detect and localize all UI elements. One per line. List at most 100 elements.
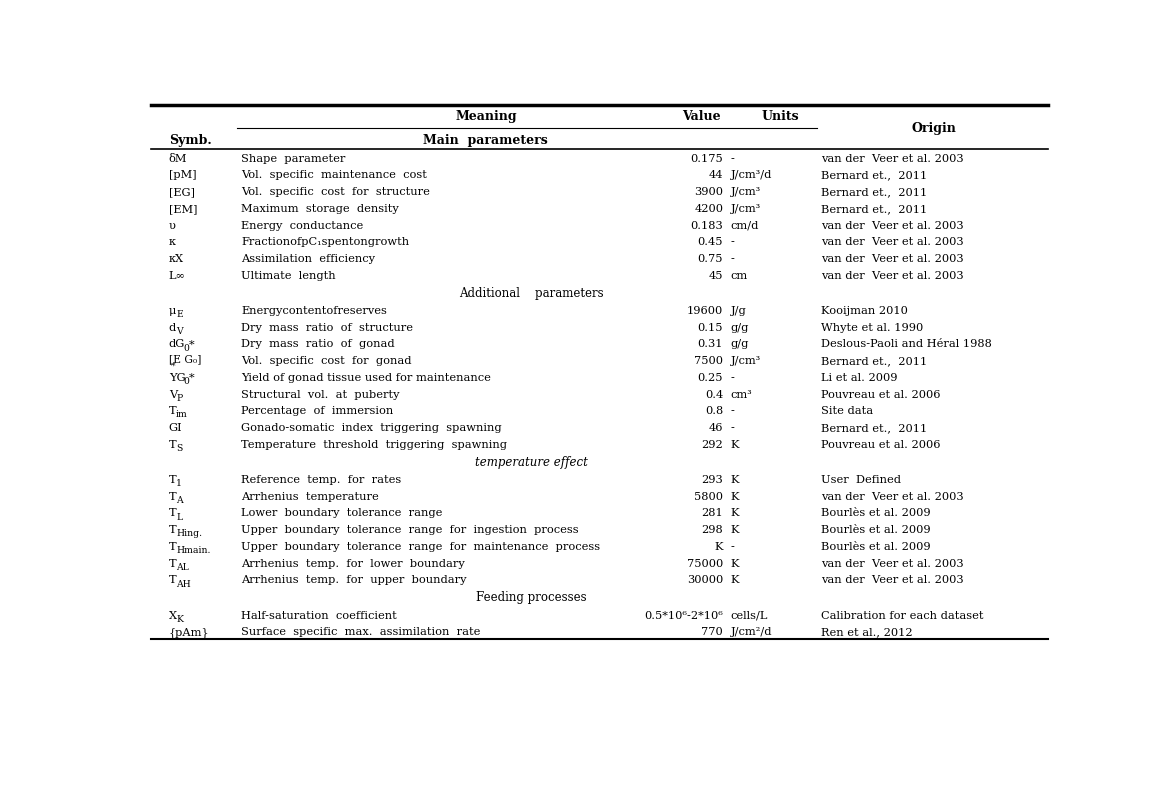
Text: van der  Veer et al. 2003: van der Veer et al. 2003 bbox=[821, 491, 963, 501]
Text: Hing.: Hing. bbox=[177, 528, 202, 538]
Text: Half-saturation  coefficient: Half-saturation coefficient bbox=[241, 609, 397, 620]
Text: 0.183: 0.183 bbox=[691, 220, 724, 230]
Text: Arrhenius  temp.  for  upper  boundary: Arrhenius temp. for upper boundary bbox=[241, 575, 466, 585]
Text: 298: 298 bbox=[701, 524, 724, 535]
Text: J/cm²/d: J/cm²/d bbox=[731, 626, 772, 637]
Text: 0.45: 0.45 bbox=[698, 237, 724, 247]
Text: Vol.  specific  cost  for  gonad: Vol. specific cost for gonad bbox=[241, 356, 411, 365]
Text: FractionofpC₁spentongrowth: FractionofpC₁spentongrowth bbox=[241, 237, 409, 247]
Text: Bourlès et al. 2009: Bourlès et al. 2009 bbox=[821, 541, 931, 551]
Text: YG: YG bbox=[168, 373, 186, 382]
Text: AH: AH bbox=[177, 579, 191, 588]
Text: 770: 770 bbox=[701, 626, 724, 637]
Text: 0.25: 0.25 bbox=[698, 373, 724, 382]
Text: [EG]: [EG] bbox=[168, 187, 195, 197]
Text: κX: κX bbox=[168, 254, 184, 263]
Text: J/cm³: J/cm³ bbox=[731, 187, 761, 197]
Text: Pouvreau et al. 2006: Pouvreau et al. 2006 bbox=[821, 389, 941, 399]
Text: V: V bbox=[177, 327, 182, 336]
Text: Ren et al., 2012: Ren et al., 2012 bbox=[821, 626, 913, 637]
Text: μ: μ bbox=[168, 306, 177, 316]
Text: T: T bbox=[168, 558, 177, 568]
Text: 292: 292 bbox=[701, 439, 724, 449]
Text: 19600: 19600 bbox=[687, 306, 724, 316]
Text: Structural  vol.  at  puberty: Structural vol. at puberty bbox=[241, 389, 400, 399]
Text: T: T bbox=[168, 406, 177, 416]
Text: Vol.  specific  maintenance  cost: Vol. specific maintenance cost bbox=[241, 170, 427, 180]
Text: -: - bbox=[731, 237, 734, 247]
Text: g/g: g/g bbox=[731, 339, 749, 349]
Text: Kooijman 2010: Kooijman 2010 bbox=[821, 306, 908, 316]
Text: T: T bbox=[168, 541, 177, 551]
Text: van der  Veer et al. 2003: van der Veer et al. 2003 bbox=[821, 558, 963, 568]
Text: -: - bbox=[731, 406, 734, 416]
Text: 30000: 30000 bbox=[687, 575, 724, 585]
Text: Shape  parameter: Shape parameter bbox=[241, 153, 346, 164]
Text: User  Defined: User Defined bbox=[821, 475, 901, 484]
Text: Hmain.: Hmain. bbox=[177, 545, 210, 554]
Text: A: A bbox=[177, 495, 182, 504]
Text: 0.31: 0.31 bbox=[698, 339, 724, 349]
Text: Deslous-Paoli and Héral 1988: Deslous-Paoli and Héral 1988 bbox=[821, 339, 992, 349]
Text: J/cm³: J/cm³ bbox=[731, 356, 761, 365]
Text: J/cm³: J/cm³ bbox=[731, 204, 761, 214]
Text: T: T bbox=[168, 507, 177, 518]
Text: 45: 45 bbox=[708, 271, 724, 280]
Text: T: T bbox=[168, 475, 177, 484]
Text: -: - bbox=[731, 541, 734, 551]
Text: Li et al. 2009: Li et al. 2009 bbox=[821, 373, 898, 382]
Text: Whyte et al. 1990: Whyte et al. 1990 bbox=[821, 322, 924, 332]
Text: cm³: cm³ bbox=[731, 389, 752, 399]
Text: cells/L: cells/L bbox=[731, 609, 768, 620]
Text: Bourlès et al. 2009: Bourlès et al. 2009 bbox=[821, 524, 931, 535]
Text: K: K bbox=[731, 507, 739, 518]
Text: *: * bbox=[188, 339, 194, 349]
Text: Meaning: Meaning bbox=[455, 110, 517, 123]
Text: cm/d: cm/d bbox=[731, 220, 759, 230]
Text: Lower  boundary  tolerance  range: Lower boundary tolerance range bbox=[241, 507, 443, 518]
Text: K: K bbox=[731, 575, 739, 585]
Text: T: T bbox=[168, 439, 177, 449]
Text: 44: 44 bbox=[708, 170, 724, 180]
Text: Site data: Site data bbox=[821, 406, 873, 416]
Text: V: V bbox=[168, 389, 177, 399]
Text: Bernard et.,  2011: Bernard et., 2011 bbox=[821, 356, 927, 365]
Text: Upper  boundary  tolerance  range  for  maintenance  process: Upper boundary tolerance range for maint… bbox=[241, 541, 601, 551]
Text: Energycontentofreserves: Energycontentofreserves bbox=[241, 306, 387, 316]
Text: Pouvreau et al. 2006: Pouvreau et al. 2006 bbox=[821, 439, 941, 449]
Text: K: K bbox=[731, 475, 739, 484]
Text: K: K bbox=[731, 524, 739, 535]
Text: {pAm}: {pAm} bbox=[168, 626, 209, 637]
Text: van der  Veer et al. 2003: van der Veer et al. 2003 bbox=[821, 575, 963, 585]
Text: Energy  conductance: Energy conductance bbox=[241, 220, 364, 230]
Text: Gonado-somatic  index  triggering  spawning: Gonado-somatic index triggering spawning bbox=[241, 422, 502, 433]
Text: 0.75: 0.75 bbox=[698, 254, 724, 263]
Text: Upper  boundary  tolerance  range  for  ingestion  process: Upper boundary tolerance range for inges… bbox=[241, 524, 579, 535]
Text: Temperature  threshold  triggering  spawning: Temperature threshold triggering spawnin… bbox=[241, 439, 507, 449]
Text: [pM]: [pM] bbox=[168, 170, 196, 180]
Text: T: T bbox=[168, 491, 177, 501]
Text: 293: 293 bbox=[701, 475, 724, 484]
Text: Surface  specific  max.  assimilation  rate: Surface specific max. assimilation rate bbox=[241, 626, 480, 637]
Text: -: - bbox=[731, 153, 734, 164]
Text: 3900: 3900 bbox=[694, 187, 724, 197]
Text: 7500: 7500 bbox=[694, 356, 724, 365]
Text: Vol.  specific  cost  for  structure: Vol. specific cost for structure bbox=[241, 187, 430, 197]
Text: Additional    parameters: Additional parameters bbox=[459, 287, 603, 300]
Text: Main  parameters: Main parameters bbox=[423, 134, 548, 147]
Text: S: S bbox=[177, 443, 182, 452]
Text: *: * bbox=[171, 362, 175, 371]
Text: im: im bbox=[177, 410, 188, 419]
Text: -: - bbox=[731, 254, 734, 263]
Text: temperature effect: temperature effect bbox=[475, 455, 588, 468]
Text: K: K bbox=[731, 491, 739, 501]
Text: Percentage  of  immersion: Percentage of immersion bbox=[241, 406, 394, 416]
Text: 5800: 5800 bbox=[694, 491, 724, 501]
Text: Arrhenius  temp.  for  lower  boundary: Arrhenius temp. for lower boundary bbox=[241, 558, 465, 568]
Text: 281: 281 bbox=[701, 507, 724, 518]
Text: Feeding processes: Feeding processes bbox=[476, 591, 587, 604]
Text: 0.175: 0.175 bbox=[691, 153, 724, 164]
Text: κ: κ bbox=[168, 237, 175, 247]
Text: J/g: J/g bbox=[731, 306, 746, 316]
Text: dG: dG bbox=[168, 339, 185, 349]
